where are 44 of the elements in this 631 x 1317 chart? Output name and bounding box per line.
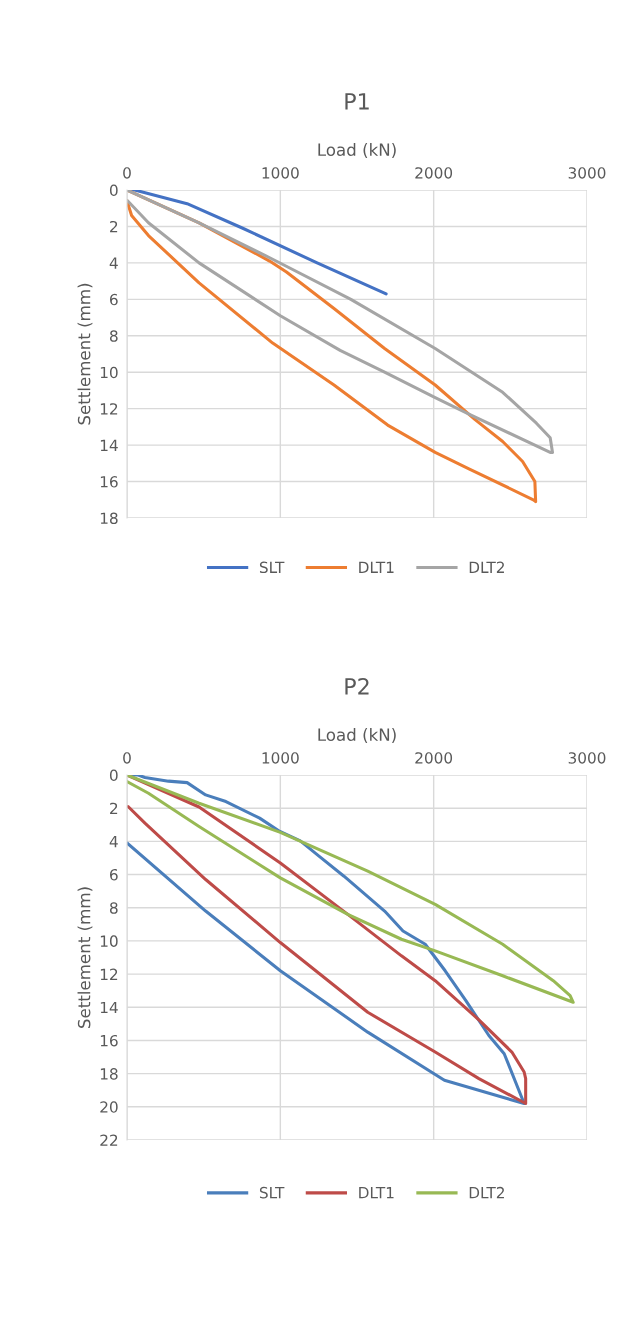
y-axis-title: Settlement (mm) xyxy=(77,887,93,1028)
y-tick-label: 2 xyxy=(110,220,118,233)
y-tick-label: 6 xyxy=(110,869,118,881)
y-tick-label: 2 xyxy=(110,802,118,814)
x-tick-label: 0 xyxy=(123,167,131,179)
x-tick-label: 2000 xyxy=(415,167,453,179)
x-axis-title: Load (kN) xyxy=(318,143,396,158)
legend-label: SLT xyxy=(259,1186,285,1199)
line-series xyxy=(127,190,555,454)
y-axis-title: Settlement (mm) xyxy=(77,283,93,425)
y-tick-label: 10 xyxy=(100,366,118,379)
y-tick-label: 8 xyxy=(109,330,118,342)
y-tick-label: 14 xyxy=(100,439,118,451)
legend-label: DLT2 xyxy=(469,1186,504,1199)
y-tick-label: 16 xyxy=(100,476,118,488)
y-tick-label: 0 xyxy=(109,769,118,782)
y-tick-label: 12 xyxy=(100,403,118,415)
legend-label: DLT1 xyxy=(359,561,394,573)
y-tick-label: 4 xyxy=(109,836,118,848)
y-tick-label: 16 xyxy=(100,1034,118,1047)
y-tick-label: 12 xyxy=(100,968,118,980)
y-tick-label: 14 xyxy=(100,1001,118,1014)
y-tick-label: 18 xyxy=(100,1068,118,1080)
legend-label: DLT1 xyxy=(359,1187,394,1199)
y-tick-label: 18 xyxy=(100,512,118,525)
x-tick-label: 0 xyxy=(123,752,131,764)
chart-title: P2 xyxy=(345,677,369,695)
y-tick-label: 10 xyxy=(100,935,118,947)
y-tick-label: 20 xyxy=(100,1101,118,1113)
legend-label: DLT2 xyxy=(469,561,504,573)
x-tick-label: 1000 xyxy=(262,752,299,764)
line-series xyxy=(127,775,575,1004)
legend-label: SLT xyxy=(259,561,285,574)
y-tick-label: 0 xyxy=(109,184,118,197)
x-tick-label: 1000 xyxy=(262,167,299,179)
y-tick-label: 4 xyxy=(109,257,118,269)
x-tick-label: 2000 xyxy=(415,752,453,764)
x-axis-title: Load (kN) xyxy=(318,728,396,743)
y-tick-label: 22 xyxy=(100,1134,118,1146)
chart-title: P1 xyxy=(345,93,369,110)
y-tick-label: 6 xyxy=(110,293,118,306)
y-tick-label: 8 xyxy=(109,902,118,914)
x-tick-label: 3000 xyxy=(568,167,606,179)
x-tick-label: 3000 xyxy=(568,752,606,764)
